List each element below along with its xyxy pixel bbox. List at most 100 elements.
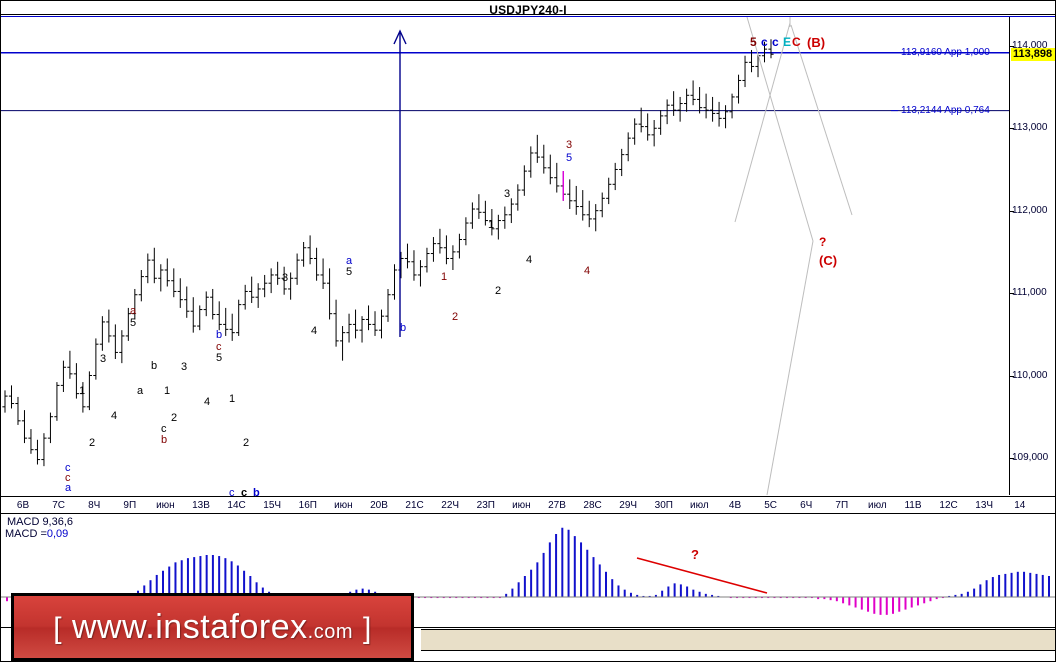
ohlc-bar xyxy=(119,330,125,364)
macd-trendline xyxy=(636,557,768,594)
ohlc-bar xyxy=(742,55,748,88)
chart-title-bar: USDJPY240-I xyxy=(1,1,1055,17)
chart-annotation: ? xyxy=(819,235,827,249)
macd-value-prefix: MACD = xyxy=(5,528,47,540)
elliott-wave-label: 1 xyxy=(441,271,448,283)
date-tick-label: 6Ч xyxy=(800,500,813,511)
ohlc-bar xyxy=(580,190,586,221)
ohlc-bar xyxy=(15,396,21,425)
date-axis[interactable]: 6В 7С 8Ч 9П июн 13В 14С 15Ч 16П июн 20В 21С 22Ч 23П ию… xyxy=(1,496,1055,514)
ohlc-bar xyxy=(333,299,339,347)
ohlc-bar xyxy=(223,307,229,336)
ohlc-bar xyxy=(709,96,716,122)
ohlc-bar xyxy=(502,206,508,229)
ohlc-bar xyxy=(612,162,618,191)
ohlc-bar xyxy=(729,93,735,119)
ohlc-bar xyxy=(301,241,307,267)
elliott-wave-label: c xyxy=(241,487,248,499)
elliott-wave-label: 2 xyxy=(89,437,96,449)
price-tick-label: 110,000 xyxy=(1009,369,1048,381)
elliott-wave-label: b xyxy=(151,360,158,372)
date-tick-label: 28С xyxy=(583,500,602,511)
elliott-wave-label: 3 xyxy=(282,272,289,284)
ohlc-bar xyxy=(567,179,573,210)
ohlc-bar xyxy=(54,382,60,421)
chart-annotation: c xyxy=(761,35,768,49)
ohlc-bar xyxy=(547,154,553,185)
ohlc-bar xyxy=(28,429,34,454)
ohlc-bar xyxy=(60,360,67,392)
ohlc-bar xyxy=(151,247,157,284)
date-tick-label: 23П xyxy=(476,500,495,511)
instaforex-logo[interactable]: [ www.instaforex.com ] xyxy=(11,593,414,661)
ohlc-bar xyxy=(677,96,683,122)
ohlc-bar xyxy=(690,80,696,106)
date-tick-label: 9П xyxy=(123,500,137,511)
ohlc-bar xyxy=(67,350,73,379)
ohlc-bar xyxy=(411,250,417,281)
date-tick-label: июл xyxy=(690,500,709,511)
date-tick-label: 4В xyxy=(728,500,742,511)
elliott-wave-label: 2 xyxy=(243,437,250,449)
ohlc-bar xyxy=(145,253,151,284)
ohlc-bars xyxy=(2,39,774,467)
ohlc-bar xyxy=(132,288,138,320)
ohlc-bar xyxy=(216,301,222,331)
ohlc-bar xyxy=(190,297,196,333)
ohlc-bar xyxy=(469,202,475,229)
ohlc-bar xyxy=(21,410,28,444)
date-tick-label: 27В xyxy=(548,500,566,511)
ohlc-bar xyxy=(768,39,774,59)
elliott-wave-label: 4 xyxy=(584,265,591,277)
ohlc-bar xyxy=(106,309,112,343)
ohlc-bar xyxy=(210,288,216,320)
ohlc-bar xyxy=(203,291,209,317)
ohlc-bar xyxy=(177,278,183,308)
elliott-wave-label: 4 xyxy=(311,325,318,337)
ohlc-bar xyxy=(619,148,625,177)
ohlc-bar xyxy=(606,177,612,205)
fib-level-label: 113,2144 App 0,764 xyxy=(901,104,990,116)
elliott-wave-label: 5 xyxy=(566,152,573,164)
date-tick-label: 13В xyxy=(192,500,210,511)
macd-value: 0,09 xyxy=(46,528,69,540)
ohlc-bar xyxy=(262,274,268,298)
ohlc-bar xyxy=(229,313,235,341)
elliott-wave-label: a xyxy=(130,305,137,317)
elliott-wave-label: c xyxy=(65,462,71,474)
ohlc-bar xyxy=(41,433,47,467)
ohlc-bar xyxy=(599,192,605,218)
ohlc-bar xyxy=(638,107,644,133)
macd-title: MACD 9,36,6 xyxy=(7,516,74,528)
price-tick-label: 113,000 xyxy=(1009,122,1048,134)
elliott-wave-label: 1 xyxy=(164,385,171,397)
price-tick-label: 114,000 xyxy=(1009,39,1048,51)
elliott-wave-label: a xyxy=(65,482,72,494)
price-chart-pane[interactable]: 114,7247 App 1,272113,9160 App 1,000113,… xyxy=(1,17,1009,499)
chart-annotation: (C) xyxy=(819,253,838,268)
chart-annotation: C xyxy=(792,35,801,49)
title-divider-top xyxy=(1,14,1055,15)
elliott-wave-label: 4 xyxy=(526,254,533,266)
ohlc-bar xyxy=(625,132,631,162)
ohlc-bar xyxy=(275,261,281,285)
ohlc-bar xyxy=(268,268,274,294)
ohlc-bar xyxy=(346,313,352,343)
elliott-wave-label: c xyxy=(229,487,235,499)
price-axis[interactable]: 114,000 113,000 112,000 111,000 110,000 109,0… xyxy=(1009,17,1055,495)
elliott-wave-label: 5 xyxy=(346,266,353,278)
ohlc-bar xyxy=(255,283,261,308)
date-tick-label: 6В xyxy=(16,500,30,511)
ohlc-bar xyxy=(528,146,534,178)
ohlc-bar xyxy=(171,268,177,298)
chart-annotation: (B) xyxy=(807,35,826,50)
elliott-wave-label: b xyxy=(216,329,223,341)
date-tick-label: 7С xyxy=(52,500,65,511)
ohlc-bar xyxy=(73,363,80,399)
ohlc-bar xyxy=(138,270,144,302)
ohlc-bar xyxy=(378,309,385,339)
logo-url: www.instaforex xyxy=(72,607,308,646)
elliott-wave-label: b xyxy=(400,322,407,334)
ohlc-bar xyxy=(684,88,690,112)
ohlc-bar xyxy=(703,93,709,119)
